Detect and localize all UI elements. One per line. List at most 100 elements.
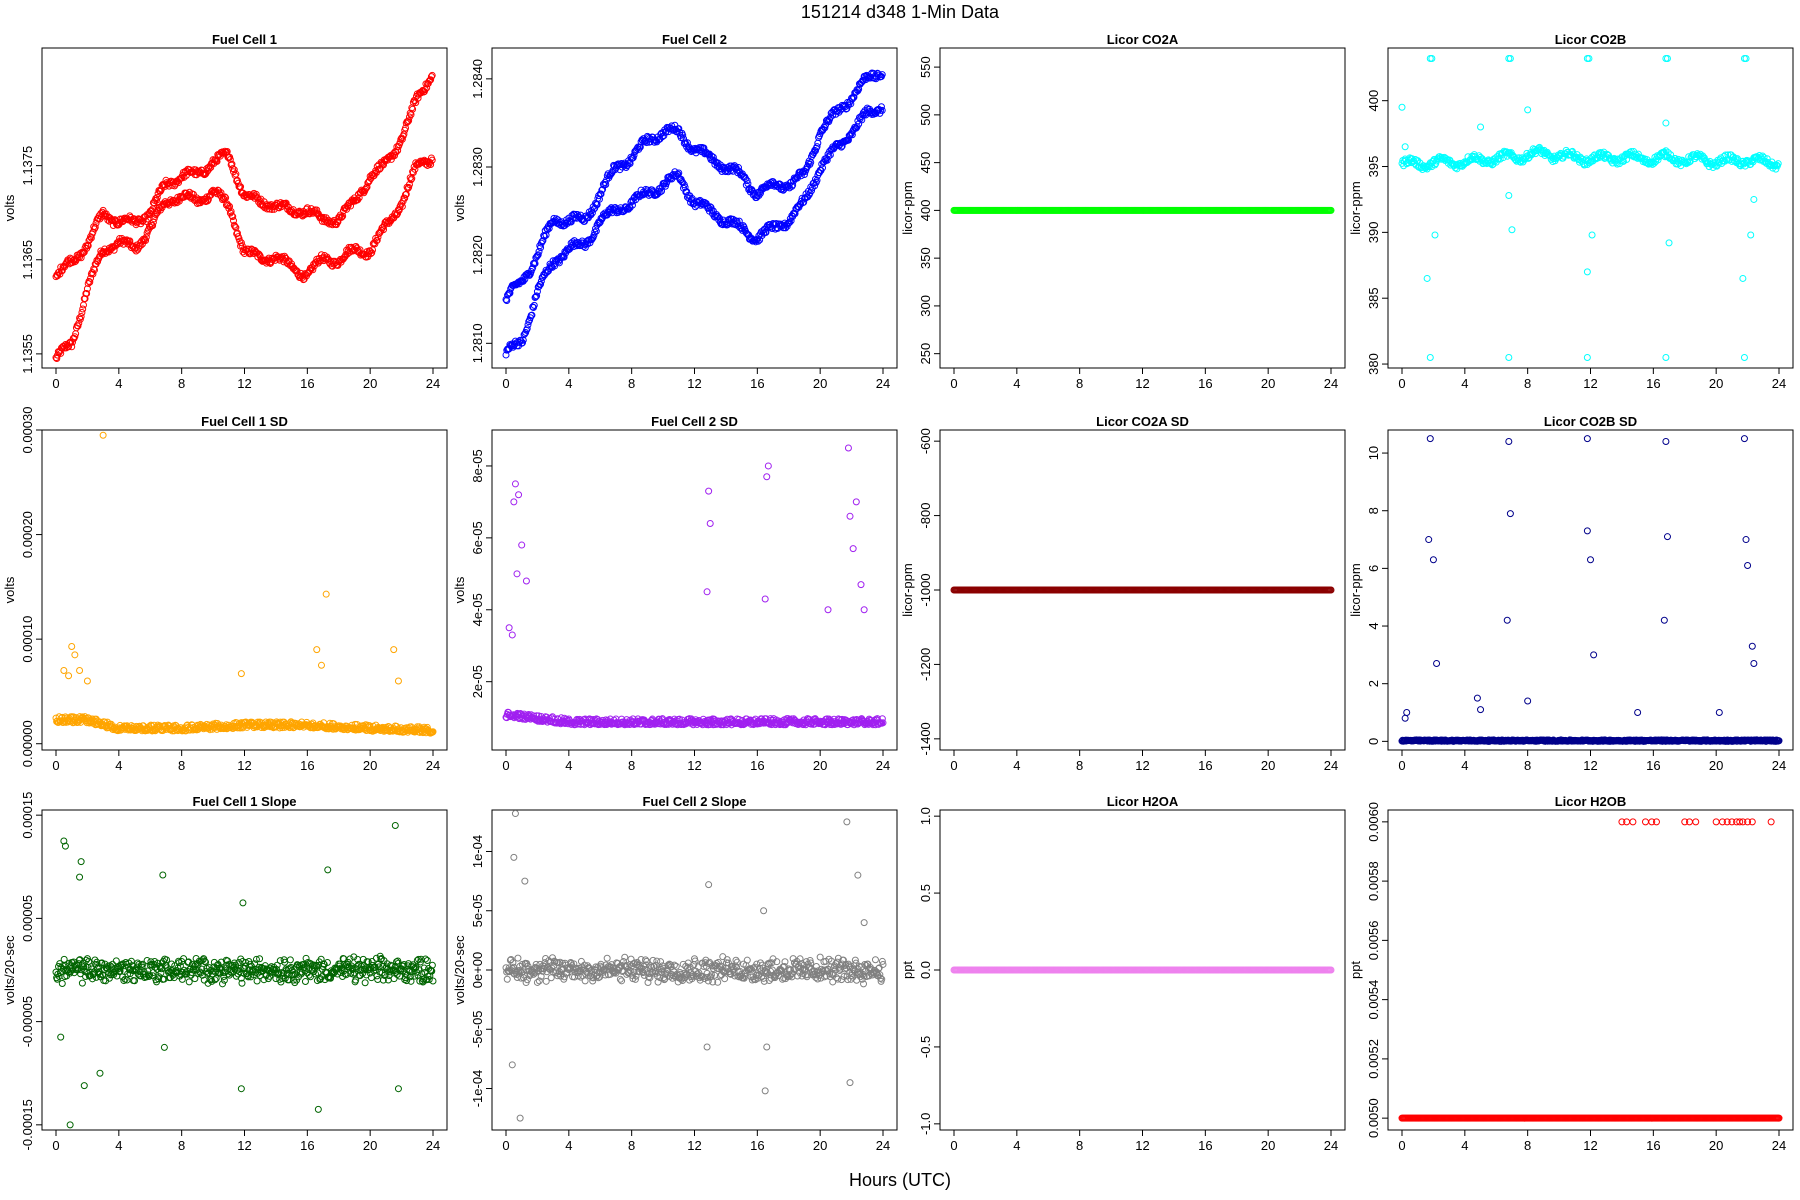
data-point <box>544 226 552 234</box>
x-tick-label: 8 <box>628 758 635 773</box>
page-title: 151214 d348 1-Min Data <box>800 2 1000 22</box>
data-point <box>89 270 97 278</box>
y-axis-label: licor-ppm <box>900 181 915 234</box>
data-point <box>1524 106 1532 114</box>
data-point <box>1583 353 1591 361</box>
data-point <box>524 321 532 329</box>
x-tick-label: 24 <box>1324 376 1338 391</box>
data-point <box>813 176 821 184</box>
data-point <box>537 244 545 252</box>
x-tick-label: 8 <box>1076 758 1083 773</box>
data-point <box>531 294 539 302</box>
data-point <box>317 661 325 669</box>
data-point <box>1747 231 1755 239</box>
data-point <box>1739 274 1747 282</box>
x-tick-label: 16 <box>1646 376 1660 391</box>
data-point <box>587 211 595 219</box>
y-axis-label: licor-ppm <box>900 563 915 616</box>
data-point <box>522 577 530 585</box>
data-point <box>528 311 536 319</box>
data-point <box>402 124 410 132</box>
x-tick-label: 20 <box>1261 376 1275 391</box>
data-point <box>658 187 666 195</box>
data-point <box>78 308 86 316</box>
data-point <box>811 175 819 183</box>
data-point <box>394 677 402 685</box>
data-point <box>849 545 857 553</box>
x-tick-label: 24 <box>426 758 440 773</box>
data-point <box>591 228 599 236</box>
data-point <box>380 226 388 234</box>
data-point <box>427 73 435 81</box>
data-point <box>405 183 413 191</box>
data-point <box>763 473 771 481</box>
data-points <box>1398 435 1783 745</box>
data-point <box>368 249 376 257</box>
data-point <box>599 185 607 193</box>
y-tick-label: 10 <box>1366 446 1381 460</box>
y-tick-label: 6e-05 <box>470 521 485 554</box>
data-point <box>293 267 301 275</box>
data-point <box>529 303 537 311</box>
y-tick-label: 0.00030 <box>20 407 35 454</box>
data-points <box>950 586 1335 594</box>
data-point <box>227 161 235 169</box>
x-tick-label: 12 <box>237 758 251 773</box>
data-point <box>533 252 541 260</box>
data-point <box>313 206 321 214</box>
data-point <box>1750 195 1758 203</box>
data-point <box>142 237 150 245</box>
data-point <box>735 217 743 225</box>
data-point <box>534 251 542 259</box>
data-point <box>83 285 91 293</box>
data-point <box>322 590 330 598</box>
y-tick-label: 350 <box>918 247 933 269</box>
panel-title: Licor CO2B <box>1555 32 1627 47</box>
data-point <box>628 201 636 209</box>
data-point <box>844 136 852 144</box>
data-point <box>376 165 384 173</box>
x-tick-label: 16 <box>750 758 764 773</box>
data-point <box>407 176 415 184</box>
x-tick-label: 12 <box>237 376 251 391</box>
data-point <box>71 258 79 266</box>
data-point <box>1505 353 1513 361</box>
data-point <box>844 444 852 452</box>
data-point <box>137 241 145 249</box>
data-point <box>391 152 399 160</box>
data-point <box>503 297 511 305</box>
data-point <box>398 202 406 210</box>
data-point <box>768 224 776 232</box>
data-point <box>367 250 375 258</box>
y-tick-label: 1.2820 <box>470 235 485 275</box>
data-point <box>255 251 263 259</box>
y-tick-label: -1000 <box>918 573 933 606</box>
x-tick-label: 20 <box>813 376 827 391</box>
x-tick-label: 0 <box>1398 758 1405 773</box>
y-tick-label: 1.1365 <box>20 240 35 280</box>
data-point <box>228 212 236 220</box>
y-tick-label: 8e-05 <box>470 449 485 482</box>
data-point <box>363 183 371 191</box>
data-point <box>60 667 68 675</box>
data-point <box>786 219 794 227</box>
data-point <box>221 147 229 155</box>
x-tick-label: 16 <box>1198 758 1212 773</box>
data-point <box>313 646 321 654</box>
data-point <box>77 312 85 320</box>
y-tick-label: -800 <box>918 503 933 529</box>
y-tick-label: -1400 <box>918 722 933 755</box>
y-tick-label: 1.1355 <box>20 334 35 374</box>
data-point <box>71 651 79 659</box>
data-point <box>825 152 833 160</box>
data-point <box>791 210 799 218</box>
x-tick-label: 16 <box>1646 758 1660 773</box>
data-point <box>1583 268 1591 276</box>
data-point <box>590 231 598 239</box>
x-tick-label: 8 <box>178 758 185 773</box>
y-tick-label: 250 <box>918 343 933 365</box>
data-point <box>808 184 816 192</box>
data-points <box>1398 55 1782 361</box>
